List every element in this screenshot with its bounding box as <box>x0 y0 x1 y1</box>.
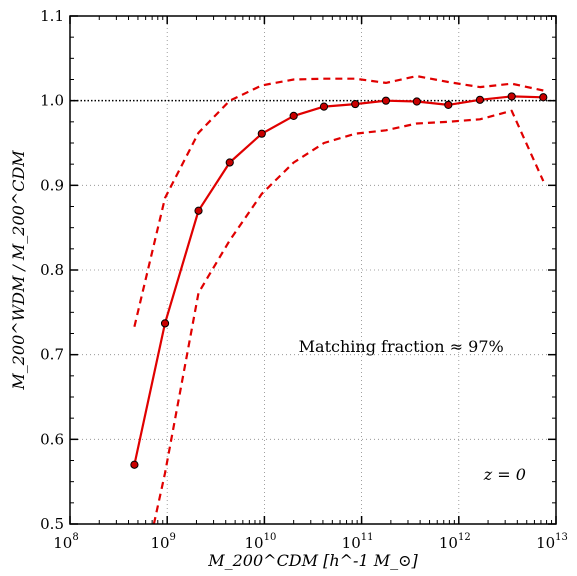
median-point <box>160 319 170 328</box>
y-tick-label: 0.9 <box>40 176 64 194</box>
median-point <box>257 129 266 138</box>
y-tick-label: 0.6 <box>40 430 64 448</box>
grid <box>70 16 556 524</box>
median-point <box>319 102 329 111</box>
x-tick-label: 1010 <box>244 532 276 552</box>
median-line <box>133 95 544 465</box>
redshift-annotation: z = 0 <box>483 465 526 484</box>
median-point <box>412 97 421 106</box>
median-point <box>507 92 516 101</box>
median-point <box>381 96 391 105</box>
upper-line <box>133 74 544 327</box>
x-tick-label: 1012 <box>439 532 471 552</box>
x-tick-label: 1011 <box>342 532 374 552</box>
median-point <box>351 99 360 109</box>
lower-line <box>152 109 545 525</box>
median-point <box>225 158 234 167</box>
y-tick-label: 1.0 <box>40 92 64 110</box>
series-group <box>130 74 548 525</box>
matching-fraction-annotation: Matching fraction ≈ 97% <box>299 337 504 356</box>
tick-labels: 108 109 1010 1011 1012 1013 0.5 0.6 0.7 0.8 0.9 1.0… <box>40 7 568 552</box>
y-tick-label: 0.7 <box>40 346 64 364</box>
median-point <box>289 111 298 121</box>
median-point <box>539 93 548 102</box>
x-tick-label: 1013 <box>536 532 568 552</box>
y-tick-label: 1.1 <box>40 7 64 25</box>
y-axis-title: M_200^WDM / M_200^CDM <box>9 150 28 391</box>
ticks <box>69 15 557 525</box>
y-tick-label: 0.8 <box>40 261 64 279</box>
median-point <box>130 460 139 469</box>
x-axis-title: M_200^CDM [h^-1 M_⊙] <box>207 551 418 570</box>
median-point <box>194 206 203 215</box>
median-point <box>475 95 485 104</box>
x-tick-label: 109 <box>150 532 175 552</box>
x-tick-label: 108 <box>53 532 78 552</box>
median-point <box>444 100 453 110</box>
y-tick-label: 0.5 <box>40 515 64 533</box>
